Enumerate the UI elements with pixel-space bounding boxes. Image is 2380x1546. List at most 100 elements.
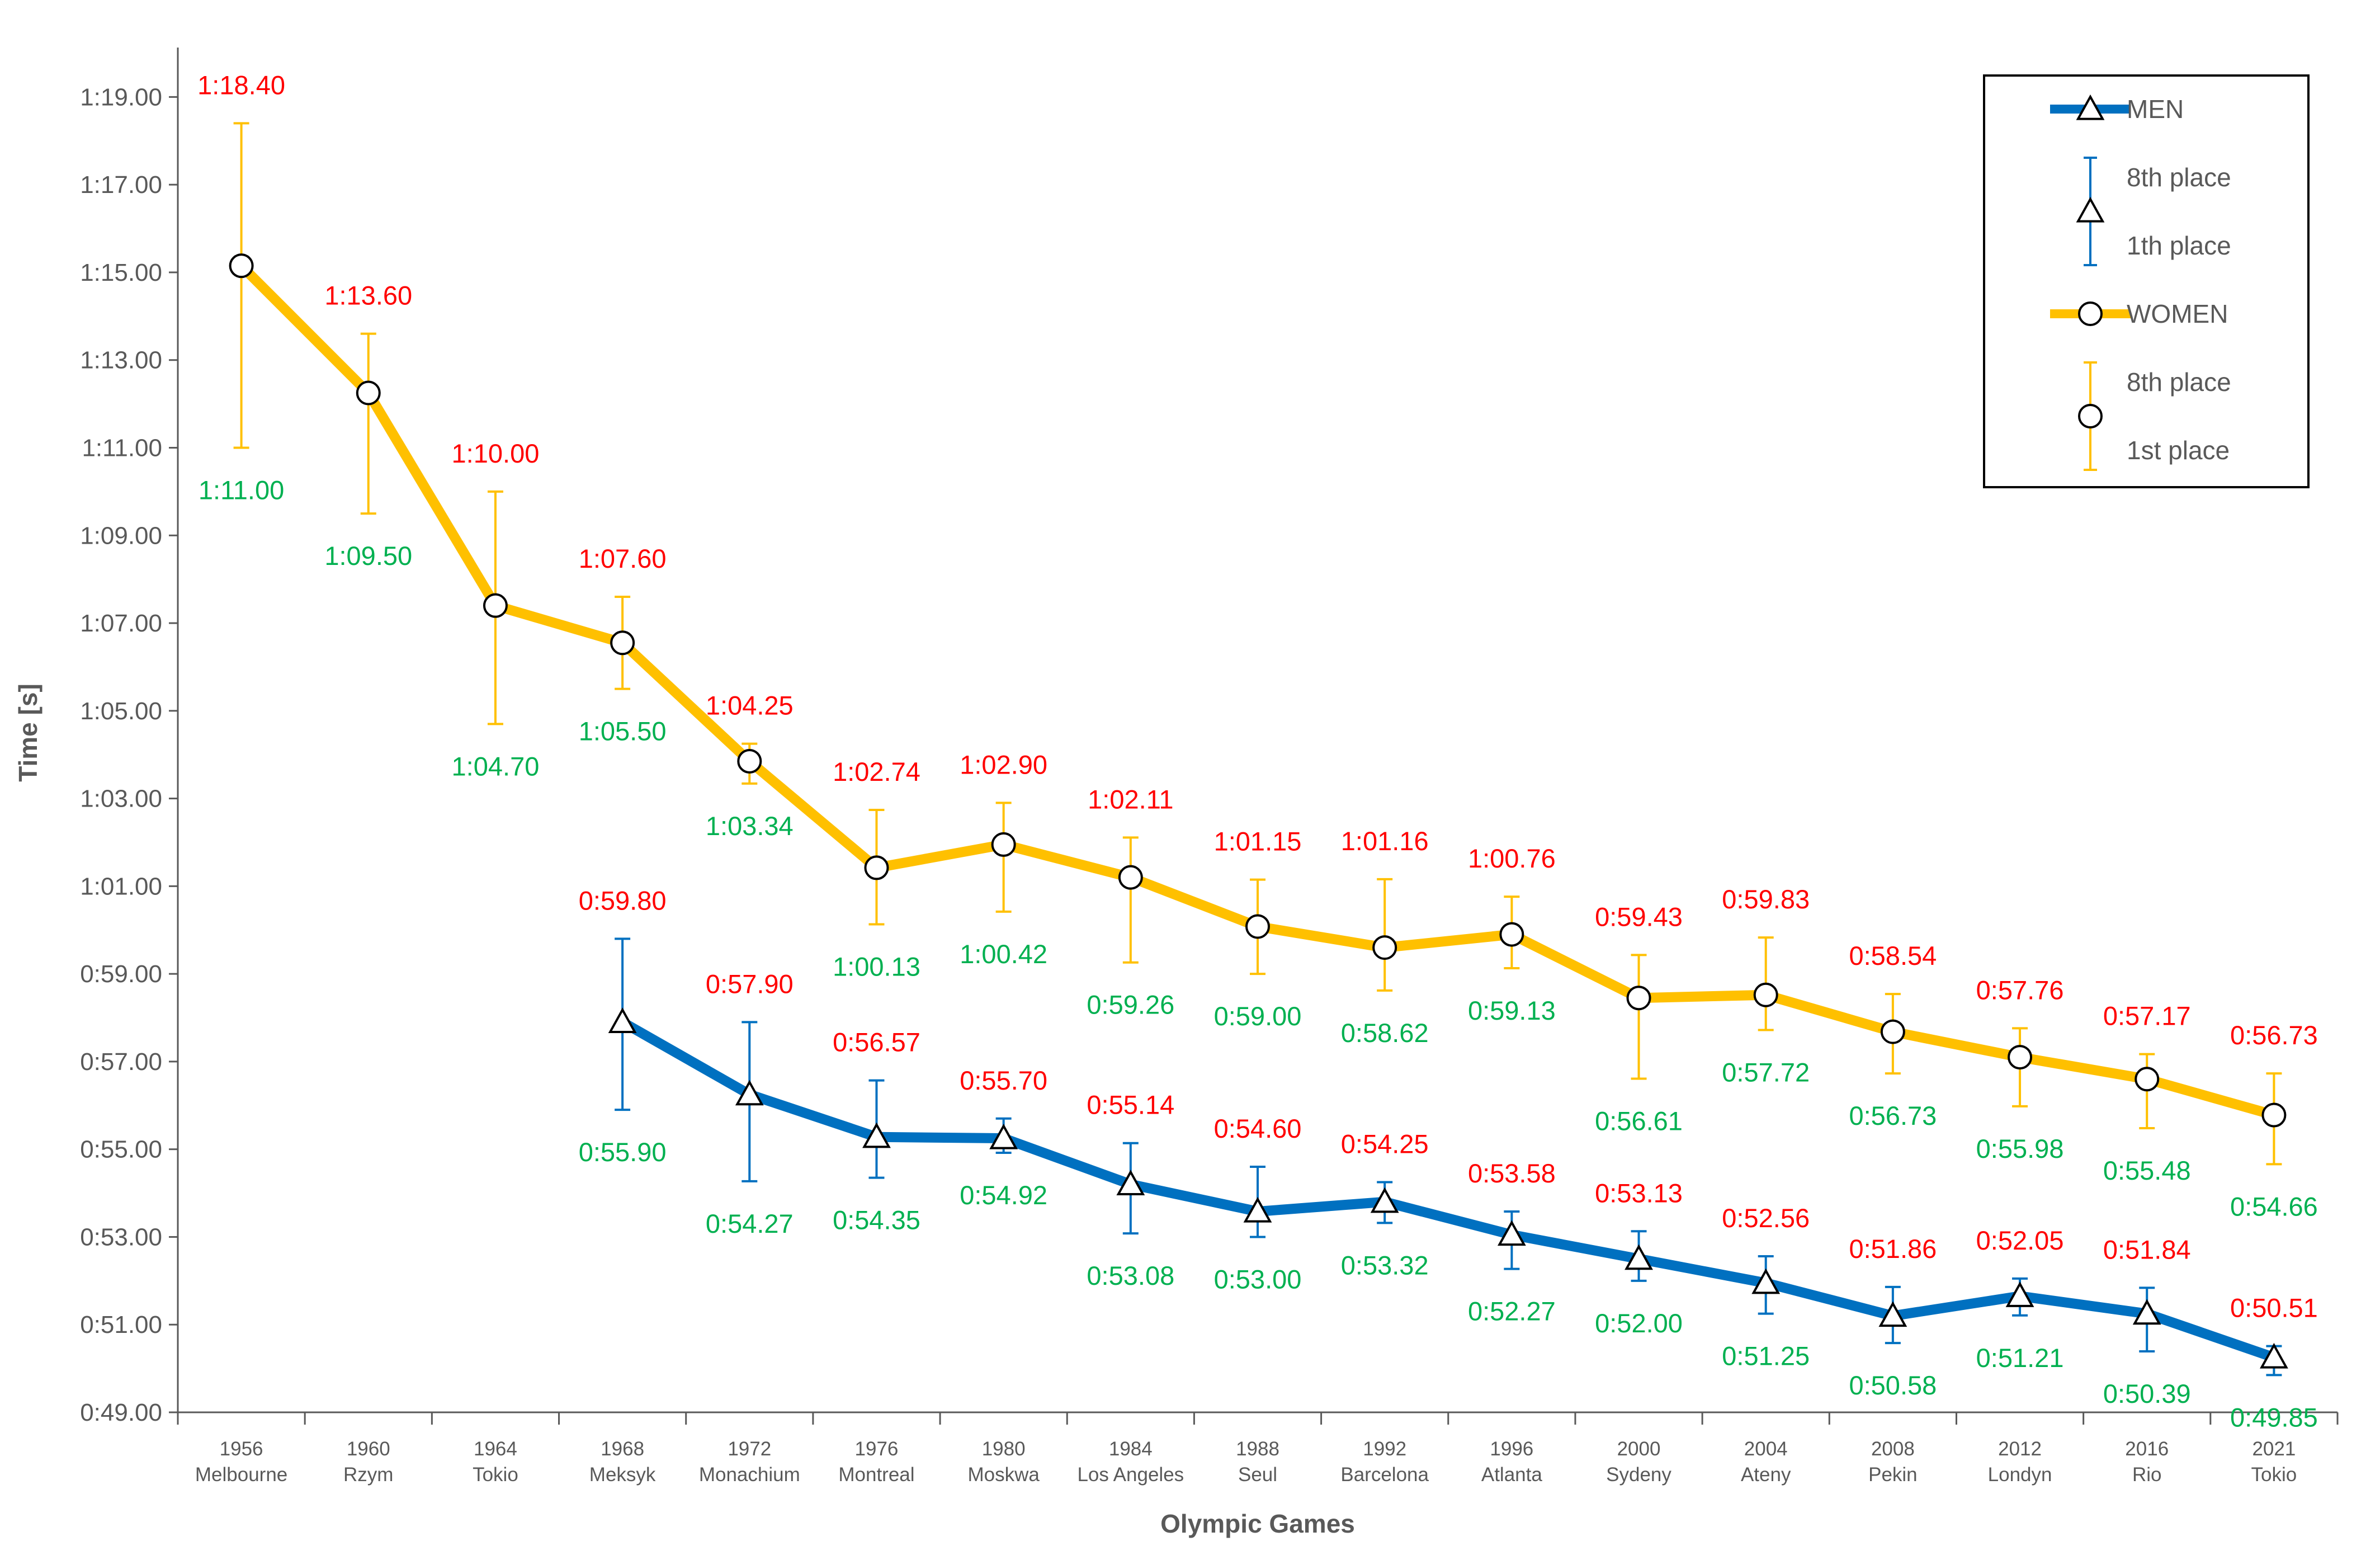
max-label-men: 0:59.80: [579, 885, 667, 915]
data-point-women: [1245, 914, 1270, 939]
x-tick-year: 2016: [2125, 1438, 2169, 1460]
y-tick-label: 1:15.00: [80, 259, 162, 286]
y-tick-label: 0:49.00: [80, 1399, 162, 1426]
max-label-women: 1:18.40: [197, 70, 285, 100]
legend: MEN 8th place 1th place WOMEN 8th place 1st p…: [1983, 74, 2310, 488]
data-point-women: [737, 748, 762, 774]
min-label-men: 0:51.25: [1722, 1341, 1810, 1371]
data-point-men: [2132, 1299, 2161, 1325]
min-label-men: 0:54.27: [706, 1209, 794, 1238]
data-point-women: [864, 855, 889, 880]
data-point-men: [1497, 1220, 1526, 1246]
max-label-men: 0:52.05: [1976, 1226, 2064, 1255]
legend-label-women: WOMEN: [2127, 299, 2228, 328]
max-label-women: 1:02.90: [960, 750, 1047, 779]
min-label-men: 0:49.85: [2230, 1402, 2318, 1432]
x-tick-year: 2012: [1998, 1438, 2042, 1460]
min-label-men: 0:52.27: [1468, 1297, 1556, 1326]
max-label-women: 1:07.60: [579, 544, 667, 573]
data-point-women: [1626, 986, 1651, 1011]
y-tick-label: 1:07.00: [80, 610, 162, 637]
data-point-men: [1370, 1187, 1399, 1213]
max-label-men: 0:55.14: [1087, 1090, 1174, 1120]
max-label-men: 0:54.25: [1341, 1129, 1429, 1158]
x-tick-city: Londyn: [1988, 1464, 2052, 1486]
x-tick-city: Seul: [1238, 1464, 1277, 1486]
min-label-women: 0:59.26: [1087, 990, 1174, 1020]
max-label-men: 0:51.84: [2103, 1234, 2191, 1264]
min-label-women: 1:00.42: [960, 939, 1047, 969]
max-label-women: 1:01.16: [1341, 826, 1429, 856]
series-line-women: [238, 262, 2275, 1120]
min-label-women: 0:55.98: [1976, 1134, 2064, 1163]
y-tick-label: 1:13.00: [80, 347, 162, 374]
x-tick-year: 1960: [347, 1438, 390, 1460]
min-label-women: 0:58.62: [1341, 1018, 1429, 1048]
data-point-women: [356, 380, 381, 406]
x-tick-city: Sydeny: [1606, 1464, 1671, 1486]
min-label-women: 0:59.13: [1468, 996, 1556, 1025]
data-point-men: [989, 1123, 1018, 1149]
legend-label-women: 8th place: [2127, 367, 2231, 397]
max-label-women: 0:57.17: [2103, 1001, 2191, 1031]
x-tick-city: Rio: [2132, 1464, 2162, 1486]
series-line-men: [620, 1017, 2276, 1363]
data-point-women: [229, 253, 254, 279]
max-label-women: 1:01.15: [1214, 827, 1302, 856]
min-label-men: 0:53.32: [1341, 1250, 1429, 1280]
data-labels: 1:18.40 1:11.00 1:13.60 1:09.50 1:10.00 1:04.…: [197, 70, 2318, 1432]
max-label-women: 0:59.83: [1722, 884, 1810, 914]
max-label-women: 1:04.25: [706, 691, 794, 720]
y-tick-label: 0:51.00: [80, 1311, 162, 1338]
y-tick-label: 0:57.00: [80, 1048, 162, 1076]
max-label-men: 0:53.13: [1595, 1178, 1683, 1208]
min-label-men: 0:55.90: [579, 1137, 667, 1167]
max-label-men: 0:53.58: [1468, 1158, 1556, 1188]
max-label-women: 0:57.76: [1976, 975, 2064, 1005]
max-label-women: 1:00.76: [1468, 843, 1556, 873]
x-tick-year: 1964: [474, 1438, 517, 1460]
min-label-women: 0:56.73: [1849, 1101, 1937, 1130]
min-label-men: 0:53.08: [1087, 1261, 1174, 1290]
y-tick-label: 1:17.00: [80, 171, 162, 199]
min-label-women: 0:56.61: [1595, 1106, 1683, 1135]
x-tick-year: 1968: [601, 1438, 644, 1460]
min-label-men: 0:52.00: [1595, 1308, 1683, 1338]
x-tick-year: 1992: [1363, 1438, 1406, 1460]
y-tick-label: 1:19.00: [80, 83, 162, 111]
data-point-women: [2135, 1067, 2160, 1092]
data-point-women: [2261, 1102, 2287, 1128]
max-label-women: 0:58.54: [1849, 941, 1937, 970]
legend-marker-men: [2076, 94, 2105, 120]
data-point-men: [2260, 1342, 2288, 1369]
max-label-men: 0:51.86: [1849, 1234, 1937, 1264]
x-tick-city: Montreal: [838, 1464, 914, 1486]
x-tick-city: Moskwa: [967, 1464, 1040, 1486]
y-tick-label: 1:05.00: [80, 697, 162, 725]
data-point-men: [1878, 1301, 1907, 1327]
x-tick-city: Monachium: [699, 1464, 800, 1486]
x-tick-city: Los Angeles: [1077, 1464, 1184, 1486]
max-label-men: 0:50.51: [2230, 1293, 2318, 1323]
y-tick-label: 0:53.00: [80, 1223, 162, 1251]
series-layer: [229, 122, 2288, 1377]
data-point-women: [483, 593, 508, 618]
data-point-women: [991, 832, 1016, 857]
min-label-men: 0:50.39: [2103, 1379, 2191, 1408]
legend-label-women: 1st place: [2127, 436, 2230, 465]
data-point-women: [1880, 1019, 1905, 1044]
x-tick-city: Pekin: [1868, 1464, 1918, 1486]
x-tick-year: 2004: [1744, 1438, 1788, 1460]
legend-label-men: 1th place: [2127, 231, 2231, 260]
x-tick-year: 2021: [2252, 1438, 2296, 1460]
x-tick-city: Tokio: [473, 1464, 518, 1486]
max-label-women: 1:10.00: [452, 439, 540, 468]
x-tick-city: Ateny: [1741, 1464, 1791, 1486]
legend-marker-women: [2078, 301, 2103, 326]
min-label-women: 0:59.00: [1214, 1001, 1302, 1031]
data-point-men: [1751, 1268, 1781, 1294]
max-label-women: 1:02.11: [1088, 784, 1173, 814]
series-women: [229, 122, 2287, 1166]
min-label-men: 0:54.92: [960, 1180, 1047, 1210]
